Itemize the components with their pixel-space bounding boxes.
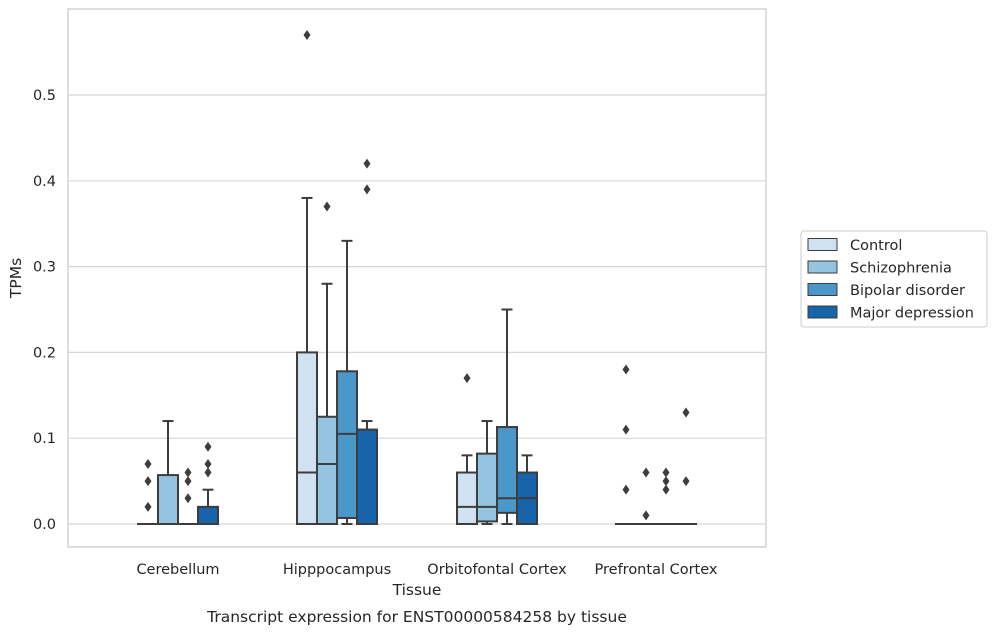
box-body: [197, 505, 219, 525]
outlier-point: [144, 458, 152, 469]
box-0: [137, 458, 159, 526]
outlier-point: [622, 424, 630, 435]
legend: Control Schizophrenia Bipolar disorder Majo…: [800, 230, 988, 328]
outlier-point: [204, 458, 212, 469]
box-0: [157, 420, 179, 525]
outlier-point: [204, 467, 212, 478]
box-2: [476, 420, 498, 525]
x-tick-labels: Cerebellum Hipppocampus Orbitofontal Corte…: [136, 562, 717, 578]
plot-area: [67, 8, 767, 548]
x-tick-label: Orbitofontal Cortex: [427, 562, 567, 578]
outlier-point: [303, 29, 311, 40]
box-body: [476, 452, 498, 523]
series-group: [197, 158, 697, 526]
x-tick-label: Cerebellum: [136, 562, 219, 578]
box-2: [496, 308, 518, 525]
legend-swatch: [807, 283, 838, 296]
y-tick-label: 0.5: [33, 88, 56, 104]
outlier-point: [662, 467, 670, 478]
legend-label: Control: [850, 238, 902, 254]
x-tick-label: Hipppocampus: [283, 562, 391, 578]
chart-title: Transcript expression for ENST0000058425…: [206, 608, 627, 626]
legend-label: Schizophrenia: [850, 261, 952, 277]
outlier-point: [144, 501, 152, 512]
outlier-point: [682, 476, 690, 487]
box-1: [356, 158, 378, 525]
outlier-point: [622, 484, 630, 495]
series-group: [137, 29, 637, 526]
outlier-point: [204, 441, 212, 452]
outlier-point: [184, 493, 192, 504]
y-tick-label: 0.4: [33, 174, 56, 190]
outlier-point: [642, 510, 650, 521]
box-3: [675, 407, 697, 526]
legend-label: Major depression: [850, 306, 974, 322]
x-tick-label: Prefrontal Cortex: [595, 562, 718, 578]
box-series: [137, 29, 697, 526]
y-axis-label: TPMs: [7, 258, 25, 299]
box-body: [496, 426, 518, 514]
outlier-point: [682, 407, 690, 418]
x-axis-label: Tissue: [392, 581, 442, 599]
box-1: [296, 29, 318, 525]
outlier-point: [662, 484, 670, 495]
box-body: [456, 471, 478, 525]
box-body: [336, 370, 358, 519]
y-tick-labels: 0.0 0.1 0.2 0.3 0.4 0.5: [33, 88, 56, 533]
outlier-point: [463, 373, 471, 384]
box-2: [516, 454, 538, 525]
box-body: [316, 415, 338, 525]
legend-swatch: [807, 305, 838, 319]
outlier-point: [662, 476, 670, 487]
outlier-point: [323, 201, 331, 212]
box-body: [296, 351, 318, 525]
legend-swatch: [807, 260, 838, 274]
y-tick-label: 0.2: [33, 345, 56, 361]
box-3: [615, 364, 637, 526]
y-tick-label: 0.1: [33, 431, 56, 447]
box-body: [157, 474, 179, 525]
outlier-point: [363, 184, 371, 195]
box-1: [316, 201, 338, 525]
outlier-point: [642, 467, 650, 478]
series-group: [157, 201, 657, 526]
legend-swatch: [807, 238, 838, 251]
outlier-point: [144, 476, 152, 487]
box-0: [197, 441, 219, 525]
legend-frame: [800, 230, 988, 328]
y-tick-label: 0.3: [33, 260, 56, 276]
box-body: [356, 428, 378, 525]
box-3: [635, 467, 657, 526]
legend-label: Bipolar disorder: [850, 283, 965, 299]
outlier-point: [184, 467, 192, 478]
outlier-point: [622, 364, 630, 375]
outlier-point: [184, 476, 192, 487]
y-tick-label: 0.0: [33, 517, 56, 533]
outlier-point: [363, 158, 371, 169]
